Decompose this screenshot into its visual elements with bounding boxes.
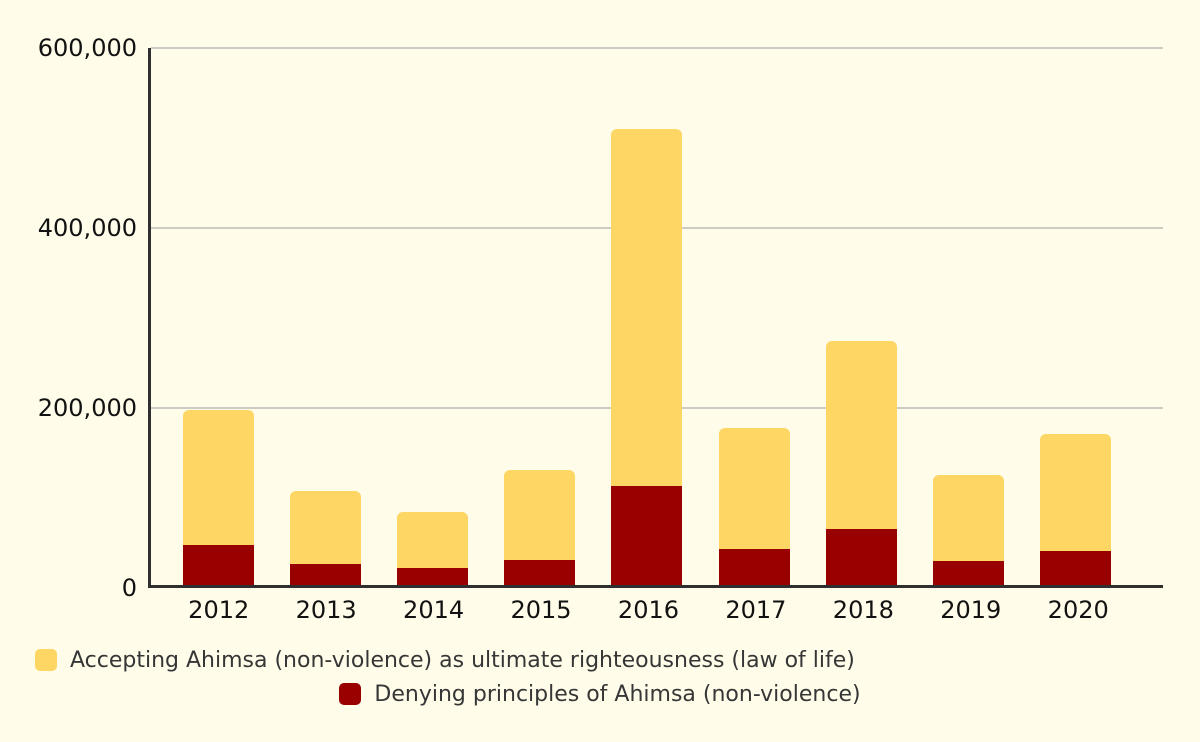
- bar-slot-2020: [1022, 48, 1129, 585]
- bar-slot-2017: [701, 48, 808, 585]
- legend-item-denying: Denying principles of Ahimsa (non-violen…: [0, 681, 1200, 707]
- bar-slot-2016: [593, 48, 700, 585]
- bar-2016: [611, 128, 683, 585]
- x-axis-label-2016: 2016: [617, 596, 679, 624]
- bar-2014: [397, 512, 469, 585]
- bar-2019-segment-accepting: [932, 475, 1004, 561]
- bar-2016-segment-accepting: [611, 128, 683, 486]
- bar-2019: [932, 475, 1004, 585]
- y-axis-tick-label: 400,000: [37, 214, 137, 242]
- x-axis-label-2012: 2012: [188, 596, 250, 624]
- bar-2013-segment-accepting: [290, 490, 362, 565]
- bar-slot-2018: [808, 48, 915, 585]
- bar-2020: [1039, 433, 1111, 585]
- y-axis-tick-label: 600,000: [37, 34, 137, 62]
- x-axis-label-2014: 2014: [403, 596, 465, 624]
- y-axis-tick-label: 200,000: [37, 394, 137, 422]
- bar-2019-segment-denying: [932, 560, 1004, 585]
- legend: Accepting Ahimsa (non-violence) as ultim…: [0, 647, 1200, 707]
- bar-slot-2019: [915, 48, 1022, 585]
- legend-label-accepting: Accepting Ahimsa (non-violence) as ultim…: [70, 647, 855, 673]
- x-axis-label-2013: 2013: [295, 596, 357, 624]
- plot-area: [148, 47, 1163, 588]
- bar-2018: [825, 341, 897, 585]
- bar-2020-segment-accepting: [1039, 433, 1111, 551]
- bar-2015-segment-denying: [504, 559, 576, 585]
- bar-2018-segment-denying: [825, 529, 897, 585]
- bar-2015-segment-accepting: [504, 469, 576, 560]
- bar-slot-2014: [379, 48, 486, 585]
- x-axis-label-2019: 2019: [940, 596, 1002, 624]
- bar-2015: [504, 469, 576, 585]
- bar-2012: [183, 409, 255, 585]
- bar-2013-segment-denying: [290, 564, 362, 585]
- x-axis-label-2015: 2015: [510, 596, 572, 624]
- legend-swatch-denying: [339, 683, 362, 705]
- bar-2017: [718, 427, 790, 585]
- x-axis-label-2020: 2020: [1047, 596, 1109, 624]
- bar-2013: [290, 490, 362, 585]
- bar-slot-2013: [272, 48, 379, 585]
- x-axis-labels: 2012 2013 2014 2015 2016 2017 2018 2019 2020: [148, 596, 1163, 624]
- legend-label-denying: Denying principles of Ahimsa (non-violen…: [374, 681, 861, 707]
- legend-item-accepting: Accepting Ahimsa (non-violence) as ultim…: [35, 647, 1200, 673]
- bars-row: [151, 48, 1163, 585]
- bar-2018-segment-accepting: [825, 341, 897, 530]
- bar-2017-segment-accepting: [718, 427, 790, 549]
- gridline: [151, 47, 1163, 49]
- x-axis-label-2018: 2018: [832, 596, 894, 624]
- legend-swatch-accepting: [35, 649, 57, 671]
- bar-slot-2015: [486, 48, 593, 585]
- y-axis-tick-label: 0: [121, 574, 137, 602]
- bar-slot-2012: [165, 48, 272, 585]
- bar-2012-segment-denying: [183, 544, 255, 585]
- bar-2017-segment-denying: [718, 549, 790, 585]
- bar-2014-segment-denying: [397, 567, 469, 585]
- bar-2012-segment-accepting: [183, 409, 255, 545]
- bar-2014-segment-accepting: [397, 512, 469, 568]
- bar-2020-segment-denying: [1039, 550, 1111, 585]
- x-axis-label-2017: 2017: [725, 596, 787, 624]
- bar-2016-segment-denying: [611, 486, 683, 585]
